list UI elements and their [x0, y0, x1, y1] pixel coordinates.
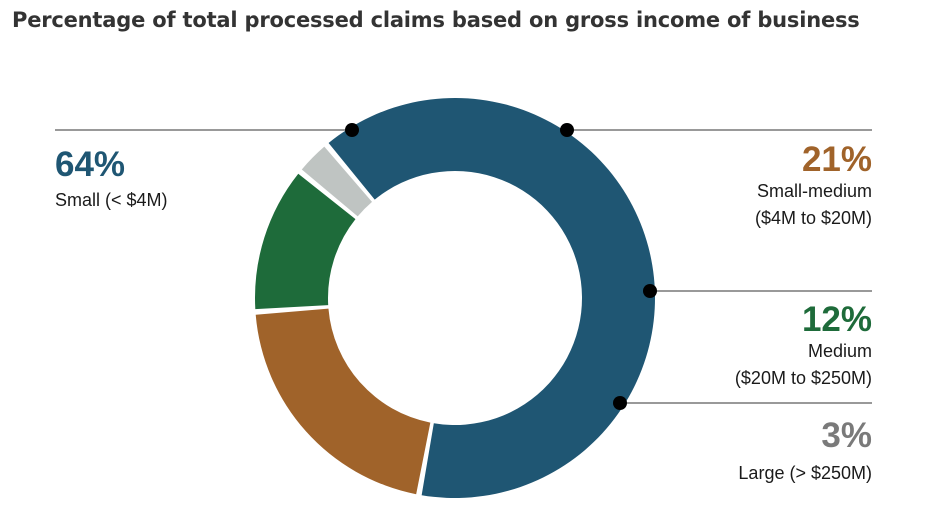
category-label: Medium — [808, 341, 872, 361]
leader-dot — [613, 396, 627, 410]
category-label: Large (> $250M) — [738, 463, 872, 483]
donut-slice — [254, 173, 356, 310]
category-label: Small-medium — [757, 181, 872, 201]
chart-title: Percentage of total processed claims bas… — [12, 8, 860, 32]
percent-label: 12% — [802, 300, 872, 339]
donut-slice — [328, 97, 656, 499]
leader-dot — [643, 284, 657, 298]
percent-label: 64% — [55, 145, 125, 184]
donut-slice — [301, 146, 373, 217]
category-label: ($4M to $20M) — [755, 208, 872, 228]
category-label: ($20M to $250M) — [735, 368, 872, 388]
category-label: Small (< $4M) — [55, 190, 168, 210]
percent-label: 21% — [802, 140, 872, 179]
leader-dot — [345, 123, 359, 137]
percent-label: 3% — [821, 416, 872, 455]
leader-dot — [560, 123, 574, 137]
donut-slice — [255, 308, 431, 495]
